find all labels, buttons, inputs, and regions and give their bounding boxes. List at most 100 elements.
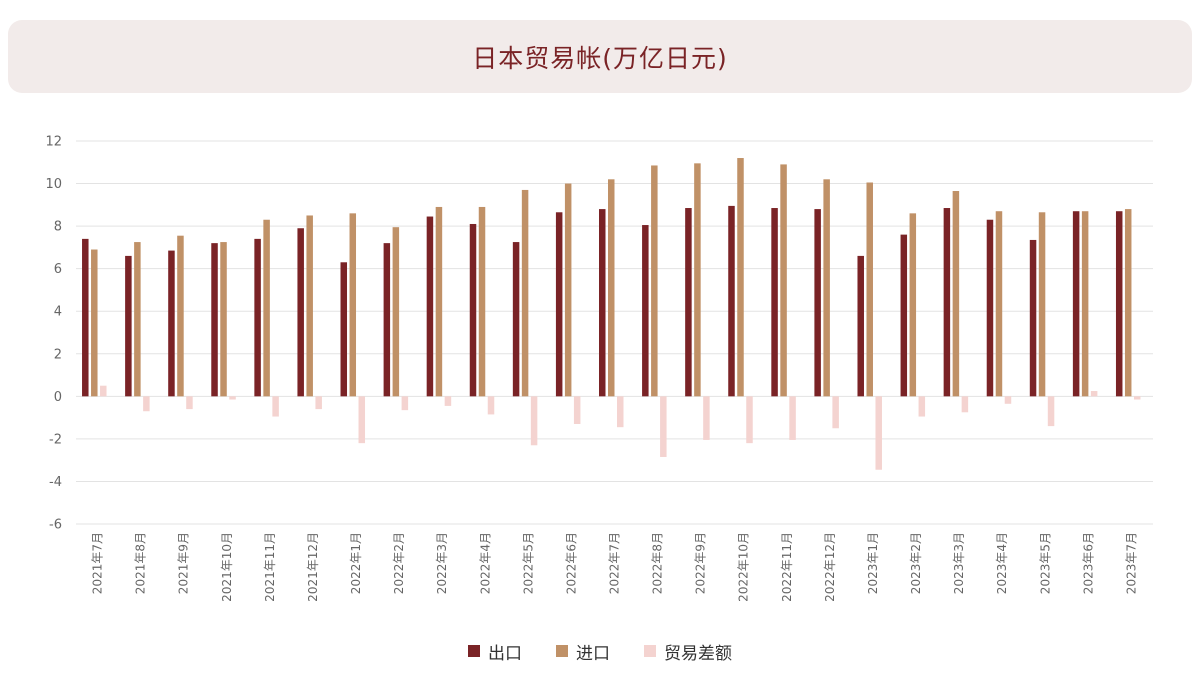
bar-import xyxy=(521,189,529,397)
x-tick-label: 2023年4月 xyxy=(995,532,1009,594)
legend-swatch-import xyxy=(556,645,568,657)
chart-legend: 出口 进口 贸易差额 xyxy=(0,636,1200,666)
x-tick-label: 2022年11月 xyxy=(780,532,794,602)
bar-import xyxy=(349,213,357,397)
bar-export xyxy=(168,250,175,397)
bar-import xyxy=(1124,209,1132,397)
x-tick-label: 2023年3月 xyxy=(952,532,966,594)
chart-title-bar: 日本贸易帐(万亿日元) xyxy=(8,20,1192,93)
x-tick-label: 2022年5月 xyxy=(521,532,535,594)
bar-balance xyxy=(961,396,969,413)
x-tick-label: 2022年9月 xyxy=(694,532,708,594)
bar-import xyxy=(435,206,443,397)
y-tick-label: 12 xyxy=(45,135,62,150)
legend-label-import: 进口 xyxy=(576,643,610,664)
bar-import xyxy=(478,206,486,397)
bar-export xyxy=(986,219,994,397)
bar-balance xyxy=(272,396,279,417)
bar-export xyxy=(1029,239,1037,397)
bar-export xyxy=(728,205,735,397)
x-tick-label: 2022年12月 xyxy=(823,532,837,602)
bar-import xyxy=(134,242,141,397)
bar-import xyxy=(392,227,400,397)
x-tick-label: 2023年5月 xyxy=(1038,532,1052,594)
bar-import xyxy=(823,179,830,397)
x-tick-label: 2022年1月 xyxy=(349,532,363,594)
x-tick-label: 2021年10月 xyxy=(220,532,234,602)
bar-export xyxy=(685,208,692,397)
bar-import xyxy=(651,165,658,397)
x-tick-label: 2021年11月 xyxy=(263,532,277,602)
bar-export xyxy=(642,225,649,397)
x-tick-label: 2022年4月 xyxy=(478,532,492,594)
bar-import xyxy=(694,163,701,397)
y-tick-label: 4 xyxy=(54,305,62,320)
bar-balance xyxy=(746,396,753,444)
bar-export xyxy=(254,238,261,397)
x-tick-label: 2023年6月 xyxy=(1081,532,1095,594)
bar-balance xyxy=(789,396,796,440)
bar-import xyxy=(952,191,960,397)
y-tick-label: 6 xyxy=(54,262,62,277)
bar-balance xyxy=(444,396,452,406)
y-tick-label: 10 xyxy=(45,177,62,192)
y-tick-label: 0 xyxy=(54,390,62,405)
bar-balance xyxy=(660,396,667,457)
x-tick-label: 2022年7月 xyxy=(608,532,622,594)
bar-export xyxy=(555,212,563,397)
bar-import xyxy=(866,182,873,397)
chart-title: 日本贸易帐(万亿日元) xyxy=(472,43,728,73)
x-tick-label: 2021年8月 xyxy=(134,532,148,594)
x-tick-label: 2022年10月 xyxy=(737,532,751,602)
bar-import xyxy=(177,235,184,397)
legend-item-balance: 贸易差额 xyxy=(644,639,732,664)
bar-import xyxy=(306,215,313,397)
bar-import xyxy=(263,219,270,397)
bar-balance xyxy=(1047,396,1055,427)
bar-balance xyxy=(229,396,236,400)
bar-export xyxy=(211,243,218,397)
x-tick-label: 2022年3月 xyxy=(435,532,449,594)
bar-balance xyxy=(100,385,107,397)
bar-import xyxy=(608,179,615,397)
bar-balance xyxy=(1133,396,1141,400)
bar-export xyxy=(383,243,391,397)
bar-export xyxy=(599,209,606,397)
bar-balance xyxy=(1090,391,1098,397)
bar-import xyxy=(780,164,787,397)
x-tick-label: 2021年12月 xyxy=(306,532,320,602)
bar-balance xyxy=(143,396,150,412)
bar-import xyxy=(1081,211,1089,397)
bar-export xyxy=(426,216,434,397)
bar-balance xyxy=(1004,396,1012,404)
bar-balance xyxy=(315,396,322,410)
bar-balance xyxy=(487,396,495,415)
bar-export xyxy=(82,238,89,397)
bar-balance xyxy=(918,396,926,417)
bar-import xyxy=(1038,212,1046,397)
x-tick-label: 2022年6月 xyxy=(564,532,578,594)
bar-balance xyxy=(617,396,624,428)
legend-swatch-balance xyxy=(644,645,656,657)
y-tick-label: 2 xyxy=(54,347,62,362)
y-tick-label: -4 xyxy=(49,475,62,490)
x-tick-label: 2021年7月 xyxy=(91,532,105,594)
legend-label-export: 出口 xyxy=(488,643,522,664)
bar-balance xyxy=(573,396,581,424)
x-tick-label: 2023年2月 xyxy=(909,532,923,594)
bar-export xyxy=(857,255,864,397)
bar-import xyxy=(220,242,227,397)
y-tick-label: 8 xyxy=(54,220,62,235)
x-tick-label: 2021年9月 xyxy=(177,532,191,594)
x-tick-label: 2022年8月 xyxy=(651,532,665,594)
bar-export xyxy=(900,234,908,397)
bar-import xyxy=(91,249,98,397)
x-tick-label: 2023年1月 xyxy=(866,532,880,594)
bar-import xyxy=(564,183,572,397)
bar-balance xyxy=(875,396,882,470)
bar-export xyxy=(814,209,821,397)
bar-export xyxy=(1072,211,1080,397)
bar-export xyxy=(297,228,304,397)
y-tick-label: -2 xyxy=(49,432,62,447)
